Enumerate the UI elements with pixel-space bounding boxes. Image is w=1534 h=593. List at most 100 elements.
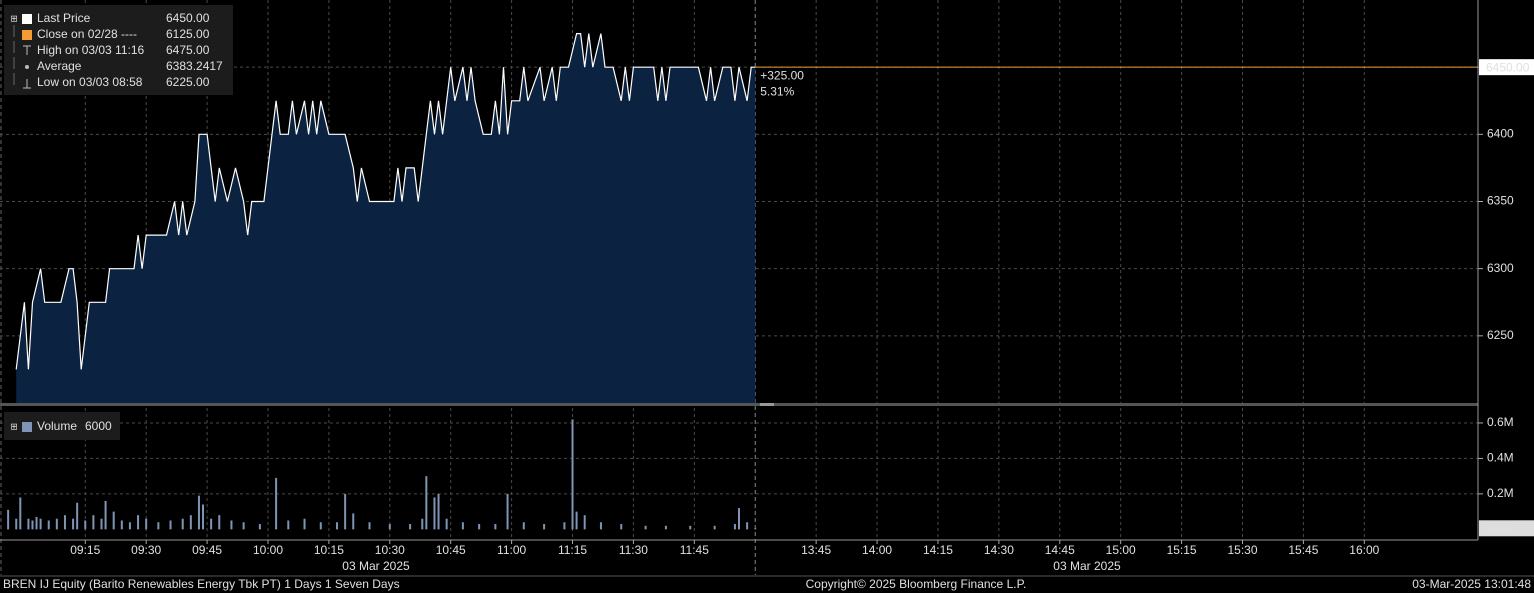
volume-bar (494, 524, 497, 530)
volume-bar (242, 522, 245, 530)
volume-bar (63, 515, 66, 530)
volume-bar (169, 520, 172, 530)
y-tick-label: 6300 (1487, 261, 1514, 275)
volume-bar (319, 522, 322, 530)
legend-toggle: ⊞ (10, 13, 18, 23)
volume-bar (599, 522, 602, 530)
x-tick-label: 14:15 (923, 543, 953, 557)
volume-bar (543, 524, 546, 530)
volume-bar (120, 520, 123, 530)
legend-value: 6125.00 (166, 27, 210, 41)
volume-bar (437, 493, 440, 530)
x-tick-label: 10:15 (314, 543, 344, 557)
volume-bar (104, 500, 107, 530)
volume-bar (352, 513, 355, 530)
volume-bar (39, 518, 42, 530)
volume-bar (181, 518, 184, 530)
x-tick-label: 14:30 (984, 543, 1014, 557)
volume-bar (287, 520, 290, 530)
y-tick-label: 6350 (1487, 194, 1514, 208)
volume-bar (197, 495, 200, 530)
volume-bar (145, 518, 148, 530)
x-tick-label: 15:45 (1288, 543, 1318, 557)
volume-bar (445, 518, 448, 530)
volume-bar (522, 522, 525, 530)
volume-bar (258, 524, 261, 530)
x-tick-label: 15:15 (1167, 543, 1197, 557)
divider-handle (760, 403, 774, 406)
legend-name: Low on 03/03 08:58 (37, 75, 143, 89)
volume-bar (303, 518, 306, 530)
legend-box (4, 5, 233, 95)
volume-bar (738, 508, 740, 530)
volume-bar (157, 522, 160, 530)
volume-bar (563, 522, 566, 530)
volume-bar (664, 525, 667, 530)
volume-bar (72, 518, 75, 530)
x-tick-label: 11:30 (619, 543, 648, 557)
volume-bar (112, 511, 115, 530)
legend-value: 6000 (85, 419, 112, 433)
x-tick-label: 14:45 (1045, 543, 1075, 557)
volume-bar (571, 419, 574, 530)
x-tick-label: 09:45 (192, 543, 222, 557)
legend-swatch (22, 422, 32, 432)
volume-bar (137, 515, 140, 530)
x-tick-label: 11:00 (497, 543, 526, 557)
volume-bar (409, 524, 412, 530)
x-tick-label: 09:15 (70, 543, 100, 557)
volume-bar (100, 518, 103, 530)
volume-bar (189, 515, 192, 530)
volume-bar (620, 524, 623, 530)
volume-bar (583, 515, 586, 530)
last-volume-box (1479, 520, 1534, 537)
price-area (16, 33, 756, 403)
volume-bar (128, 522, 131, 530)
volume-bar (47, 520, 50, 530)
y-tick-label: 0.6M (1487, 415, 1514, 429)
footer-right: 03-Mar-2025 13:01:48 (1412, 577, 1531, 591)
volume-bar (461, 522, 464, 530)
x-tick-label: 11:45 (680, 543, 709, 557)
change-annotation: 5.31% (760, 84, 794, 98)
x-tick-label: 11:15 (558, 543, 587, 557)
volume-bar (336, 522, 339, 530)
volume-bar (31, 520, 34, 530)
volume-bar (202, 504, 205, 530)
volume-bar (35, 516, 38, 530)
volume-bar (388, 524, 391, 530)
volume-bar (84, 520, 87, 530)
volume-bar (478, 524, 481, 530)
legend-swatch (22, 30, 32, 40)
volume-bar (344, 493, 347, 530)
volume-bar (218, 515, 221, 530)
volume-bar (506, 493, 509, 530)
volume-bar (421, 518, 424, 530)
footer-center: Copyright© 2025 Bloomberg Finance L.P. (806, 577, 1027, 591)
legend-name: Close on 02/28 ---- (37, 27, 137, 41)
volume-bar (275, 477, 278, 530)
volume-bar (733, 524, 736, 530)
volume-bar (76, 502, 79, 530)
footer-left: BREN IJ Equity (Barito Renewables Energy… (3, 577, 400, 591)
panel-divider (0, 403, 1478, 406)
price-line (15, 33, 756, 370)
x-tick-label: 10:30 (375, 543, 405, 557)
volume-bar (92, 515, 95, 530)
change-annotation: +325.00 (760, 68, 804, 82)
volume-bar (19, 497, 22, 530)
volume-bar (368, 522, 371, 530)
x-tick-label: 15:00 (1106, 543, 1136, 557)
x-tick-label: 10:45 (436, 543, 466, 557)
last-price-label: 6450.00 (1486, 60, 1530, 74)
volume-bar (55, 518, 58, 530)
volume-bar (7, 509, 10, 530)
x-tick-label: 14:00 (862, 543, 892, 557)
volume-bar (210, 518, 213, 530)
legend-icon (23, 79, 31, 89)
volume-bar (230, 520, 233, 530)
y-tick-label: 0.4M (1487, 451, 1514, 465)
volume-bar (575, 511, 578, 530)
volume-bar (433, 497, 436, 530)
y-tick-label: 6250 (1487, 328, 1514, 342)
